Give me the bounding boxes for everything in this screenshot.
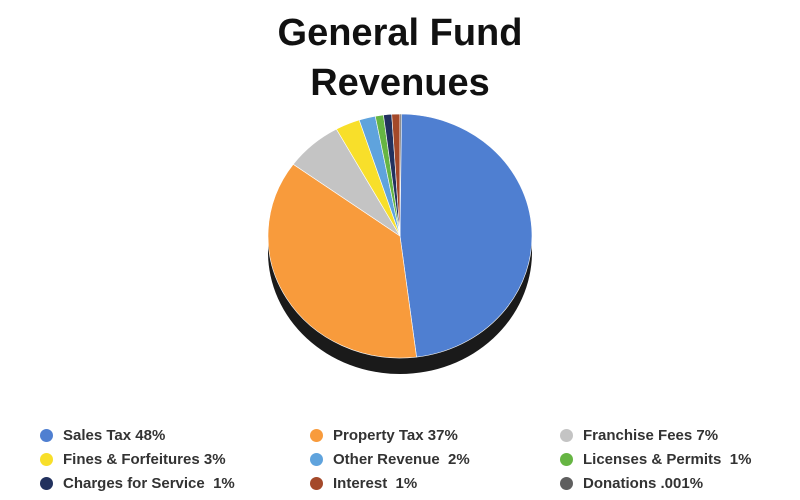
chart-title-line-1: General Fund xyxy=(277,12,523,54)
legend-label: Donations .001% xyxy=(583,474,704,492)
legend-label: Franchise Fees 7% xyxy=(583,426,719,444)
legend-item-property-tax: Property Tax 37% xyxy=(310,424,560,446)
legend-swatch xyxy=(40,452,53,466)
legend-swatch xyxy=(40,428,53,442)
legend-swatch xyxy=(560,476,573,490)
pie-slice-1 xyxy=(267,163,417,359)
legend-label: Sales Tax 48% xyxy=(63,426,166,444)
legend-item-sales-tax: Sales Tax 48% xyxy=(40,424,310,446)
legend-label: Fines & Forfeitures 3% xyxy=(63,450,226,468)
pie-slice-8 xyxy=(399,113,402,237)
pie-slice-0 xyxy=(399,113,533,358)
legend-item-franchise-fees: Franchise Fees 7% xyxy=(560,424,800,446)
legend-item-fines-forfeitures: Fines & Forfeitures 3% xyxy=(40,448,310,470)
legend-label: Charges for Service 1% xyxy=(63,474,235,492)
legend-item-charges-for-service: Charges for Service 1% xyxy=(40,472,310,494)
legend-label: Interest 1% xyxy=(333,474,418,492)
legend-item-other-revenue: Other Revenue 2% xyxy=(310,448,560,470)
legend-label: Licenses & Permits 1% xyxy=(583,450,752,468)
legend: Sales Tax 48% Property Tax 37% Franchise… xyxy=(40,424,800,494)
legend-swatch xyxy=(310,452,323,466)
pie-chart xyxy=(267,113,533,374)
chart-title: General Fund Revenues xyxy=(0,8,800,108)
pie-slices xyxy=(267,113,533,359)
legend-swatch xyxy=(310,428,323,442)
legend-item-licenses-permits: Licenses & Permits 1% xyxy=(560,448,800,470)
legend-item-interest: Interest 1% xyxy=(310,472,560,494)
chart-title-line-2: Revenues xyxy=(310,62,490,104)
legend-label: Other Revenue 2% xyxy=(333,450,470,468)
legend-swatch xyxy=(40,476,53,490)
legend-label: Property Tax 37% xyxy=(333,426,458,444)
legend-swatch xyxy=(310,476,323,490)
legend-item-donations: Donations .001% xyxy=(560,472,800,494)
legend-swatch xyxy=(560,452,573,466)
legend-swatch xyxy=(560,428,573,442)
